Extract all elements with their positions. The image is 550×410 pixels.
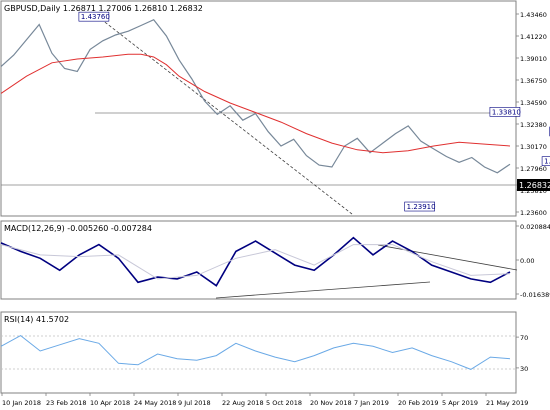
y-tick-label: 1.32380 [520,121,547,129]
y-tick-label: 1.41220 [520,33,547,41]
y-tick-label: 1.34590 [520,99,547,107]
signal-line [0,244,511,280]
rsi-title: RSI(14) 41.5702 [4,315,69,324]
y-tick-label: -0.016389 [520,291,550,299]
price-label: 1.23910 [407,203,436,211]
x-tick-label: 7 Jan 2019 [354,399,389,407]
x-tick-label: 21 May 2019 [486,399,528,407]
y-tick-label: 1.43460 [520,11,547,19]
price-label-box [404,201,435,212]
x-tick-label: 22 Aug 2018 [222,399,264,407]
price-label: 1.43760 [81,13,110,21]
x-tick-label: 24 May 2018 [134,399,176,407]
price-series-group [0,18,511,174]
rsi-panel: RSI(14) 41.5702 70 30 [0,311,528,394]
x-tick-label: 10 Jan 2018 [2,399,41,407]
macd-upper-trendline [377,244,518,271]
x-tick-label: 9 Jul 2018 [178,399,211,407]
rsi-panel-frame [0,311,517,394]
rsi-y-axis: 70 30 [516,334,528,373]
y-tick-label: 1.27960 [520,165,547,173]
y-tick-label: 70 [520,334,528,342]
price-label: 1.33810 [492,108,521,116]
current-price-tag [517,179,550,191]
price-label-box [541,156,550,166]
y-tick-label: 0.00 [520,257,534,265]
y-tick-label: 0.020884 [520,223,550,231]
macd-y-axis: 0.020884 0.00 -0.016389 [516,223,550,299]
x-tick-label: 20 Feb 2019 [398,399,438,407]
x-tick-label: 23 Feb 2018 [46,399,86,407]
y-tick-label: 30 [520,365,528,373]
chart-title: GBPUSD,Daily 1.26871 1.27006 1.26810 1.2… [4,4,203,13]
close-line [0,18,511,174]
macd-line [0,236,511,287]
macd-title: MACD(12,26,9) -0.005260 -0.007284 [4,224,152,233]
price-label-box [489,107,521,117]
x-axis: 10 Jan 2018 23 Feb 2018 10 Apr 2018 24 May … [1,393,528,407]
macd-panel: MACD(12,26,9) -0.005260 -0.007284 0.0208… [0,220,550,300]
rsi-series-group [0,335,511,370]
price-labels-group: 1.437601.338101.317601.286501.239101.255… [78,11,550,212]
y-tick-label: 1.23600 [520,209,547,217]
ma-line [0,53,511,154]
price-panel: GBPUSD,Daily 1.26871 1.27006 1.26810 1.2… [0,0,550,217]
macd-series-group [0,236,511,287]
macd-lower-trendline [215,281,431,299]
dashed-trendline [96,15,353,215]
price-label: 1.28650 [544,158,550,166]
y-tick-label: 1.30170 [520,143,547,151]
x-tick-label: 20 Nov 2018 [310,399,352,407]
x-tick-label: 5 Oct 2018 [266,399,302,407]
current-price-label: 1.26832 [519,181,550,190]
y-tick-label: 1.36750 [520,77,547,85]
y-tick-label: 1.39010 [520,55,547,63]
rsi-line [0,335,511,370]
price-panel-frame [0,0,517,217]
x-tick-label: 10 Apr 2018 [90,399,130,407]
price-label-box [78,11,110,22]
x-tick-label: 5 Apr 2019 [442,399,478,407]
